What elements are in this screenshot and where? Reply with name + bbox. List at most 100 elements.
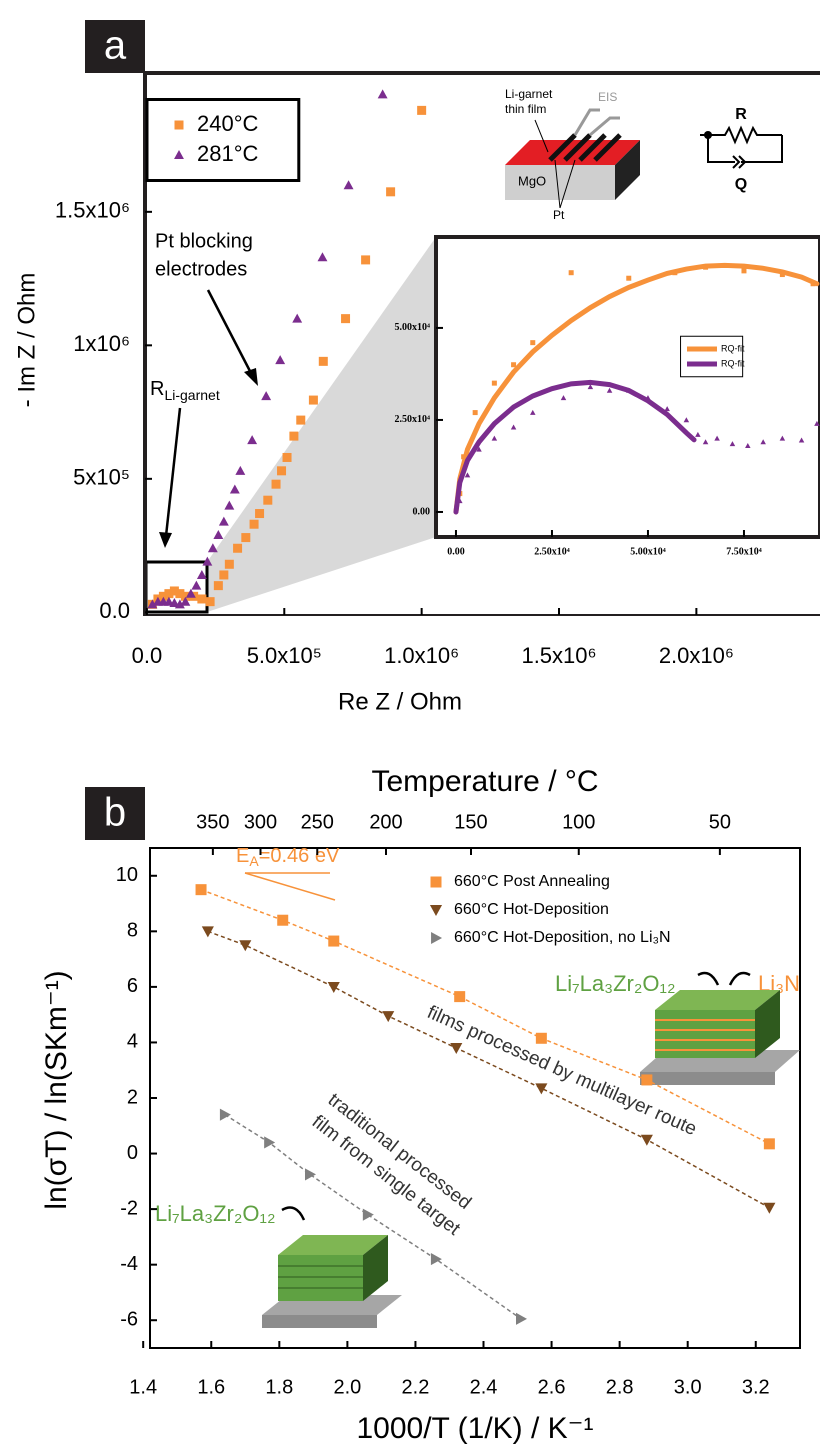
marker <box>568 270 574 276</box>
marker <box>174 599 185 609</box>
marker <box>219 570 229 580</box>
marker <box>640 1134 653 1146</box>
marker <box>641 1074 653 1086</box>
legend-swatch <box>431 931 443 945</box>
y-tick-label: 0.0 <box>99 598 130 623</box>
marker <box>275 355 286 365</box>
x-tick-label: 1.5x10⁶ <box>521 643 596 668</box>
marker <box>606 387 613 393</box>
marker <box>464 472 471 478</box>
circuit-label: Q <box>735 176 747 193</box>
marker <box>196 570 207 580</box>
marker <box>205 597 215 607</box>
fit-line <box>453 262 820 515</box>
marker <box>263 495 273 505</box>
marker <box>213 529 224 539</box>
x-tick-label: 0.00 <box>447 546 465 557</box>
circuit-label: R <box>735 106 747 123</box>
legend-frame <box>680 335 744 378</box>
marker <box>386 187 396 197</box>
marker <box>760 439 766 445</box>
substrate-side <box>615 140 640 200</box>
legend-label: 660°C Hot-Deposition, no Li₃N <box>454 929 671 946</box>
marker <box>191 580 202 590</box>
marker <box>476 446 482 452</box>
x-tick-label: 3.2 <box>742 1376 770 1398</box>
substrate <box>262 1315 377 1328</box>
marker <box>224 559 234 569</box>
electrode <box>563 133 592 162</box>
x-tick-label: 0.0 <box>132 643 163 668</box>
marker <box>430 1253 442 1266</box>
marker <box>264 1136 276 1149</box>
marker <box>277 466 287 476</box>
marker <box>163 596 174 606</box>
electrode <box>578 133 607 162</box>
fit-line <box>453 379 697 515</box>
marker <box>308 395 318 405</box>
marker <box>491 435 498 441</box>
legend-label: 660°C Post Annealing <box>454 873 610 890</box>
marker <box>417 105 427 115</box>
legend-label: 240°C <box>197 111 259 136</box>
marker <box>197 594 207 604</box>
marker <box>361 255 371 265</box>
x2-tick-label: 200 <box>369 811 402 833</box>
fit-line <box>224 1114 522 1320</box>
marker <box>695 431 701 437</box>
x-tick-label: 1.8 <box>265 1376 293 1398</box>
annotation: E <box>236 845 249 867</box>
inset-frame <box>434 235 820 539</box>
marker <box>515 1312 527 1325</box>
marker <box>277 914 289 926</box>
marker <box>247 435 258 445</box>
panel-label: a <box>104 24 127 68</box>
marker <box>147 599 158 609</box>
y-axis-title: ln(σT) / ln(SKm⁻¹) <box>40 970 73 1209</box>
marker <box>327 981 340 993</box>
y-tick-label: 0.00 <box>413 506 431 517</box>
y-tick-label: 1x10⁶ <box>73 331 130 356</box>
marker <box>219 1108 231 1121</box>
cpe-symbol <box>732 155 747 169</box>
marker <box>560 395 567 401</box>
x-tick-label: 3.0 <box>674 1376 702 1398</box>
marker <box>241 533 251 543</box>
marker <box>664 406 670 412</box>
x2-tick-label: 100 <box>562 811 595 833</box>
marker <box>535 1032 547 1044</box>
x-tick-label: 2.8 <box>606 1376 634 1398</box>
legend-label: 660°C Hot-Deposition <box>454 901 609 918</box>
marker <box>292 313 303 323</box>
film-interlayer <box>655 1019 755 1051</box>
x2-tick-label: 350 <box>196 811 229 833</box>
marker <box>185 588 196 598</box>
arrow <box>164 407 182 537</box>
substrate <box>640 1072 775 1085</box>
legend-swatch <box>174 120 184 130</box>
device-label: MgO <box>518 173 546 188</box>
y-tick-label: 2 <box>127 1086 138 1108</box>
marker <box>296 415 306 425</box>
x-tick-label: 1.6 <box>197 1376 225 1398</box>
film-top <box>655 990 780 1010</box>
material-label: Li₇La₃Zr₂O₁₂ <box>555 971 676 996</box>
y-axis-title: - Im Z / Ohm <box>13 273 40 408</box>
plot-frame <box>149 847 801 1349</box>
substrate <box>505 165 615 200</box>
marker <box>702 439 709 445</box>
y-tick-label: -6 <box>120 1309 138 1331</box>
y-tick-label: 1.5x10⁶ <box>55 198 130 223</box>
x2-tick-label: 300 <box>244 811 277 833</box>
x-tick-label: 7.50x10⁴ <box>726 546 762 557</box>
panel-label: b <box>104 791 126 835</box>
marker <box>530 340 536 346</box>
marker <box>362 1208 374 1221</box>
marker <box>180 591 190 601</box>
arrow-head <box>159 532 172 548</box>
x-tick-label: 2.50x10⁴ <box>534 546 570 557</box>
marker <box>213 581 223 591</box>
marker <box>454 991 466 1003</box>
marker <box>175 589 185 599</box>
annotation: EA=0.46 eV <box>236 845 340 868</box>
